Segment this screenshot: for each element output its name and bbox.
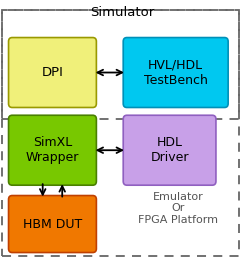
Text: HBM DUT: HBM DUT — [23, 218, 82, 231]
FancyBboxPatch shape — [9, 38, 96, 107]
Text: SimXL
Wrapper: SimXL Wrapper — [26, 136, 79, 164]
FancyBboxPatch shape — [123, 38, 228, 107]
FancyBboxPatch shape — [9, 196, 96, 253]
Text: HVL/HDL
TestBench: HVL/HDL TestBench — [144, 59, 208, 87]
Text: DPI: DPI — [41, 66, 63, 79]
Text: Emulator
Or
FPGA Platform: Emulator Or FPGA Platform — [138, 192, 218, 225]
FancyBboxPatch shape — [9, 115, 96, 185]
FancyBboxPatch shape — [123, 115, 216, 185]
Text: HDL
Driver: HDL Driver — [150, 136, 189, 164]
Text: Simulator: Simulator — [90, 6, 154, 19]
